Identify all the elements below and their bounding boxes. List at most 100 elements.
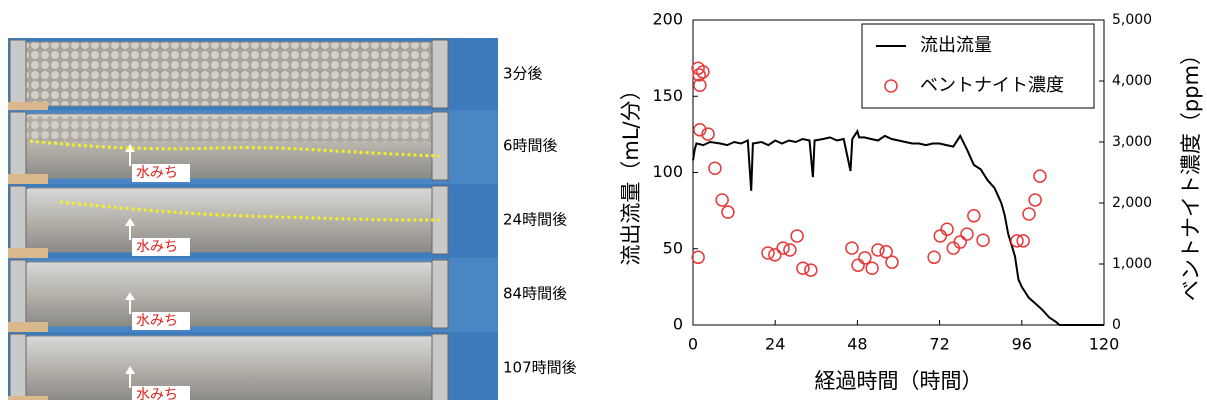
arrow-head: [125, 218, 135, 226]
time-label: 24時間後: [503, 211, 567, 229]
base: [8, 322, 48, 332]
y2-tick-label: 5,000: [1112, 12, 1152, 28]
x-tick-label: 72: [929, 335, 949, 354]
annotation-box: [132, 238, 190, 256]
concentration-point: [1022, 207, 1036, 221]
annotation-box: [132, 164, 190, 182]
concentration-point: [692, 68, 706, 82]
concentration-point: [708, 161, 722, 175]
y2-tick-label: 2,000: [1112, 195, 1152, 211]
x-tick-label: 24: [765, 335, 785, 354]
concentration-point: [790, 229, 804, 243]
base: [8, 174, 48, 184]
time-label: 6時間後: [503, 137, 558, 155]
concentration-point: [851, 258, 865, 272]
arrow-head: [125, 144, 135, 152]
flow-line: [692, 128, 1104, 326]
flange: [431, 39, 449, 109]
concentration-point: [804, 263, 818, 277]
concentration-point: [783, 243, 797, 257]
flange: [431, 111, 449, 181]
x-axis-title: 経過時間（時間）: [815, 369, 983, 393]
flange: [9, 39, 27, 109]
concentration-point: [927, 250, 941, 265]
concentration-point: [967, 209, 981, 223]
flange: [9, 333, 27, 403]
x-tick-label: 0: [688, 335, 698, 354]
concentration-point: [768, 248, 782, 262]
annotation: 水みち: [136, 313, 178, 329]
concentration-point: [960, 227, 974, 241]
y2-tick-label: 1,000: [1112, 256, 1152, 272]
concentration-point: [1033, 169, 1047, 183]
concentration-point: [933, 229, 948, 243]
legend-label: ベントナイト濃度: [920, 75, 1064, 96]
x-tick-label: 96: [1012, 335, 1032, 354]
base: [8, 248, 48, 258]
concentration-point: [776, 241, 790, 255]
y-axis-title: 流出流量（mL/分）: [619, 79, 643, 265]
time-label: 107時間後: [503, 359, 577, 377]
concentration-point: [953, 235, 967, 249]
y-tick-label: 50: [663, 238, 683, 257]
arrow-head: [125, 366, 135, 374]
concentration-point: [879, 245, 893, 259]
concentration-point: [1010, 234, 1024, 248]
crop: [0, 400, 500, 405]
concentration-point: [696, 65, 710, 79]
concentration-point: [691, 250, 705, 265]
concentration-point: [858, 251, 872, 265]
concentration-point: [845, 241, 859, 255]
concentration-point: [865, 261, 879, 276]
y-tick-label: 100: [652, 162, 683, 181]
y2-axis-title: ベントナイト濃度（ppm）: [1179, 44, 1203, 301]
concentration-point: [761, 246, 775, 260]
waterway-line: [59, 200, 441, 222]
y2-tick-label: 3,000: [1112, 134, 1152, 150]
concentration-point: [1028, 193, 1042, 207]
x-tick-label: 120: [1089, 335, 1120, 354]
annotation: 水みち: [136, 387, 178, 403]
concentration-point: [693, 123, 707, 137]
arrow-head: [125, 292, 135, 300]
flange: [431, 259, 449, 329]
y2-tick-label: 4,000: [1112, 73, 1152, 89]
flange: [431, 333, 449, 403]
concentration-point: [796, 261, 810, 276]
annotation-box: [132, 386, 190, 404]
flange: [9, 259, 27, 329]
y-tick-label: 200: [652, 10, 683, 29]
concentration-point: [693, 78, 707, 93]
tube: [21, 41, 443, 107]
concentration-point: [715, 193, 729, 207]
concentration-point: [1016, 234, 1030, 248]
waterway-line: [29, 139, 441, 158]
base: [8, 102, 48, 112]
x-tick-label: 48: [847, 335, 867, 354]
flange: [9, 111, 27, 181]
legend-label: 流出流量: [920, 35, 992, 56]
annotation: 水みち: [136, 239, 178, 255]
concentration-point: [871, 243, 885, 257]
chart: 0 24 48 72 96 120 0 50 100 150 200 0 1,000 2,000 3,000…: [619, 10, 1203, 394]
concentration-point: [976, 233, 990, 247]
time-label: 84時間後: [503, 285, 567, 303]
gravel: [24, 116, 440, 142]
concentration-point: [885, 255, 899, 269]
concentration-point: [701, 127, 715, 141]
time-label: 3分後: [503, 65, 543, 83]
annotation-box: [132, 312, 190, 330]
flange: [9, 185, 27, 255]
concentration-point: [940, 222, 954, 236]
annotation: 水みち: [136, 165, 178, 181]
y-tick-label: 150: [652, 86, 683, 105]
y2-tick-label: 0: [1112, 317, 1121, 333]
legend-marker: [884, 79, 898, 93]
tube: [21, 335, 443, 401]
y-tick-label: 0: [673, 315, 683, 334]
tube: [21, 261, 443, 327]
concentration-point: [721, 205, 735, 219]
legend-box: [861, 23, 1095, 109]
